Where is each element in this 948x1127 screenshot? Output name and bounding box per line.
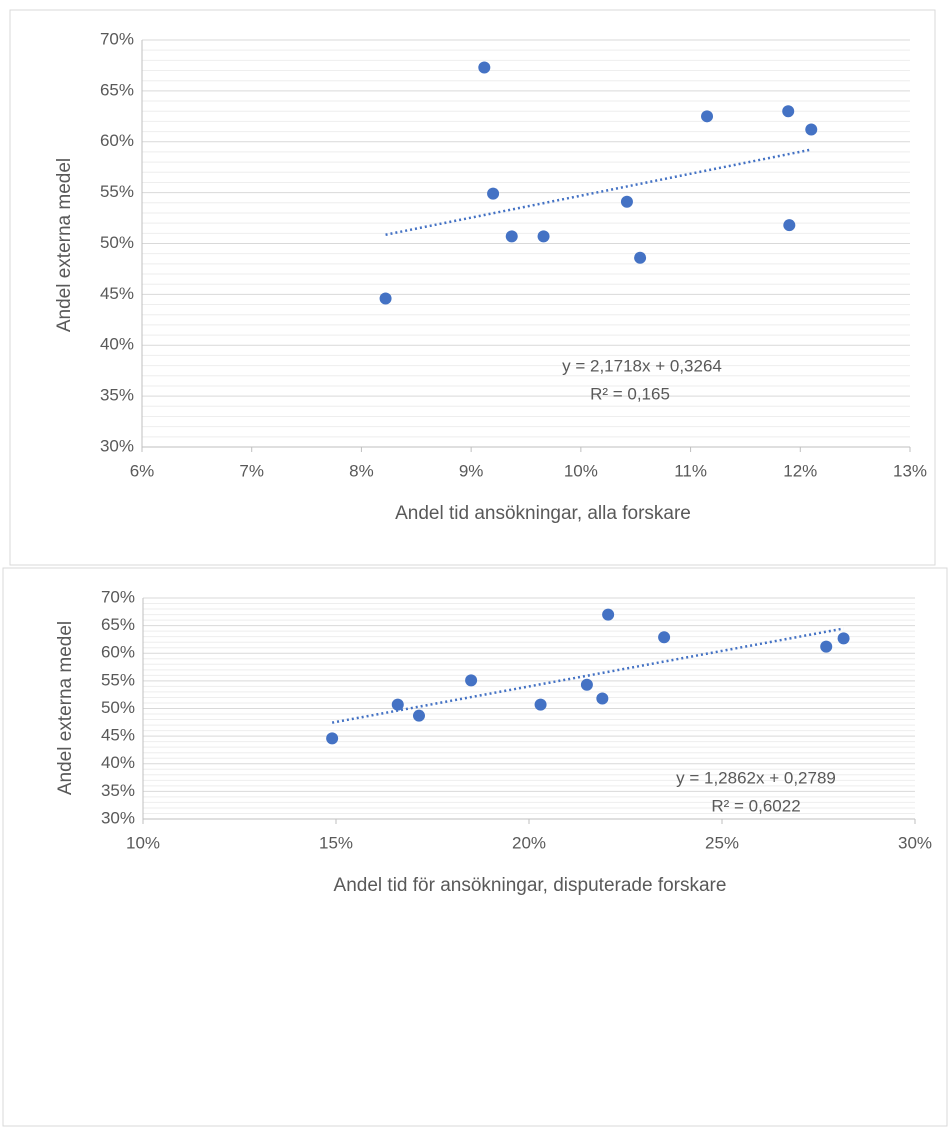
x-tick-label: 15% (319, 833, 353, 852)
y-tick-label: 45% (101, 726, 135, 745)
y-tick-label: 55% (100, 182, 134, 201)
x-tick-label: 9% (459, 461, 484, 480)
point (634, 251, 647, 264)
x-tick-label: 6% (130, 461, 155, 480)
point (326, 732, 339, 745)
x-tick-label: 13% (893, 461, 927, 480)
y-tick-label: 65% (101, 615, 135, 634)
point (837, 632, 850, 645)
chart-frame (9, 9, 936, 566)
x-tick-label: 10% (564, 461, 598, 480)
point (412, 709, 425, 722)
y-tick-label: 35% (100, 386, 134, 405)
point (782, 105, 795, 118)
point (701, 110, 714, 123)
y-tick-label: 70% (101, 587, 135, 606)
x-tick-label: 20% (512, 833, 546, 852)
annotation: y = 2,1718x + 0,3264 (562, 356, 722, 375)
x-tick-label: 7% (239, 461, 264, 480)
y-tick-label: 50% (100, 233, 134, 252)
y-tick-label: 50% (101, 698, 135, 717)
x-tick-label: 10% (126, 833, 160, 852)
annotation: R² = 0,6022 (711, 796, 800, 815)
x-tick-label: 11% (674, 461, 707, 480)
annotation: R² = 0,165 (590, 384, 670, 403)
point (505, 230, 518, 243)
point (465, 674, 478, 687)
point (537, 230, 550, 243)
y-tick-label: 45% (100, 284, 134, 303)
y-tick-label: 30% (101, 808, 135, 827)
point (379, 292, 392, 305)
annotation: y = 1,2862x + 0,2789 (676, 768, 836, 787)
point (478, 61, 491, 74)
y-tick-label: 40% (100, 335, 134, 354)
y-tick-label: 30% (100, 436, 134, 455)
y-tick-label: 40% (101, 753, 135, 772)
point (658, 631, 671, 644)
y-tick-label: 60% (101, 643, 135, 662)
x-axis-title: Andel tid ansökningar, alla forskare (395, 503, 691, 524)
point (783, 219, 796, 232)
point (596, 692, 609, 705)
point (534, 698, 547, 711)
point (820, 640, 833, 653)
point (805, 123, 818, 136)
chart-frame (2, 567, 948, 1127)
trendline (331, 627, 844, 724)
y-tick-label: 65% (100, 80, 134, 99)
y-axis-title: Andel externa medel (55, 621, 76, 795)
x-tick-label: 25% (705, 833, 739, 852)
y-tick-label: 55% (101, 670, 135, 689)
y-tick-label: 70% (100, 29, 134, 48)
point (580, 678, 593, 691)
y-tick-label: 60% (100, 131, 134, 150)
point (487, 187, 500, 200)
x-axis-title: Andel tid för ansökningar, disputerade f… (334, 875, 727, 896)
x-tick-label: 8% (349, 461, 374, 480)
point (602, 608, 615, 621)
y-tick-label: 35% (101, 781, 135, 800)
y-axis-title: Andel externa medel (54, 158, 75, 332)
point (620, 195, 633, 208)
trendline (385, 148, 812, 236)
point (391, 698, 404, 711)
x-tick-label: 30% (898, 833, 932, 852)
x-tick-label: 12% (783, 461, 817, 480)
